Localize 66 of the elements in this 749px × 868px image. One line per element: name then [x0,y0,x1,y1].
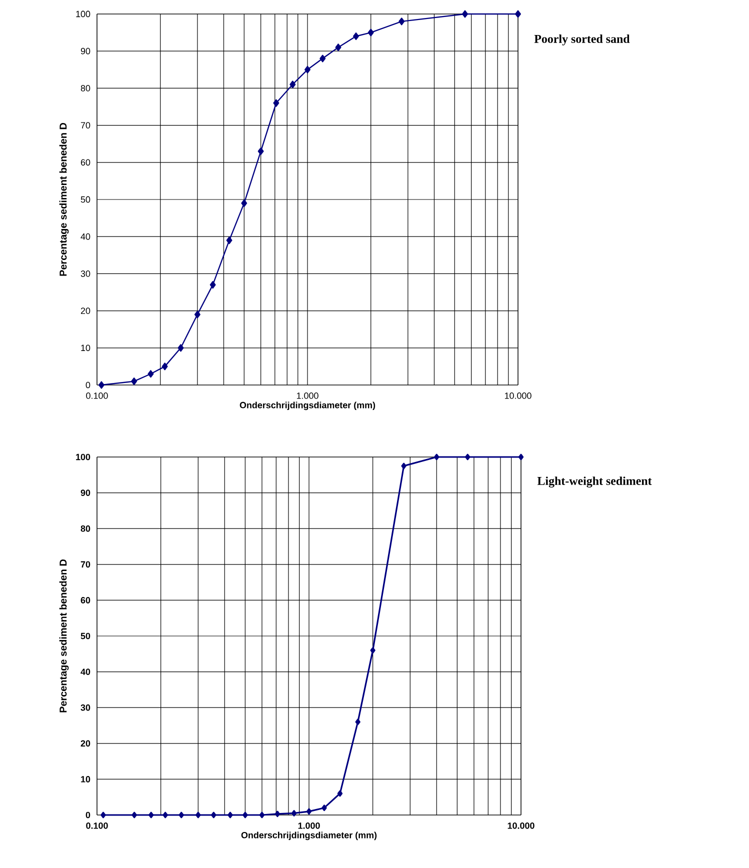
point [258,147,264,156]
point [335,44,342,52]
point [320,54,326,62]
point [148,370,154,378]
y-tick-label: 0 [86,812,90,818]
y-tick-label: 50 [80,196,90,203]
point [353,32,359,40]
y-tick-label: 30 [80,270,90,277]
y-tick-label: 40 [80,668,90,675]
y-tick-label: 70 [80,122,90,128]
point [274,810,280,818]
y-tick-label: 20 [80,308,90,314]
y-tick-label: 20 [80,740,90,747]
y-tick-label: 80 [80,525,90,532]
y-tick-label: 0 [86,382,90,388]
x-tick-label: 10.000 [508,822,534,829]
y-tick-label: 100 [76,454,90,460]
point [210,281,216,289]
point [355,718,360,726]
point [290,80,296,88]
y-tick-label: 80 [80,85,90,92]
text: Poorly sorted sand [534,34,630,46]
y-tick-label: 90 [80,490,90,496]
point [368,28,374,36]
point [273,99,280,107]
y-tick-label: 30 [80,704,90,711]
point [370,647,376,654]
point [226,236,232,244]
point [148,812,154,818]
point [259,812,265,818]
point [242,812,248,818]
point [322,804,327,812]
y-tick-label: 100 [76,10,90,18]
point [132,812,137,818]
x-tick-label: 10.000 [504,392,532,399]
text: Light-weight sediment [537,476,652,488]
y-axis-title: Percentage sediment beneden D [59,122,69,276]
x-axis-title: Onderschrijdingsdiameter (mm) [241,832,377,840]
point [228,812,233,818]
point [337,790,343,797]
point [131,378,138,386]
x-tick-label: 1.000 [296,392,318,399]
point [178,812,184,818]
y-tick-label: 40 [80,233,90,240]
point [162,362,168,370]
y-axis-title: Percentage sediment beneden D [59,559,69,712]
point [196,812,201,818]
y-tick-label: 10 [81,344,90,352]
x-tick-label: 1.000 [298,822,320,829]
y-tick-label: 70 [80,561,90,568]
point [241,199,248,207]
point [194,310,200,318]
point [211,812,216,818]
y-tick-label: 90 [80,48,90,54]
x-axis-title: Onderschrijdingsdiameter (mm) [240,402,376,410]
point [306,808,312,815]
y-tick-label: 60 [80,159,90,166]
y-tick-label: 50 [80,632,90,640]
y-tick-label: 10 [81,776,90,782]
y-tick-label: 60 [80,597,90,604]
point [304,66,310,74]
x-tick-label: 0.100 [86,392,108,399]
point [178,344,184,352]
x-tick-label: 0.100 [86,822,108,829]
point [291,810,297,816]
point [162,812,168,818]
